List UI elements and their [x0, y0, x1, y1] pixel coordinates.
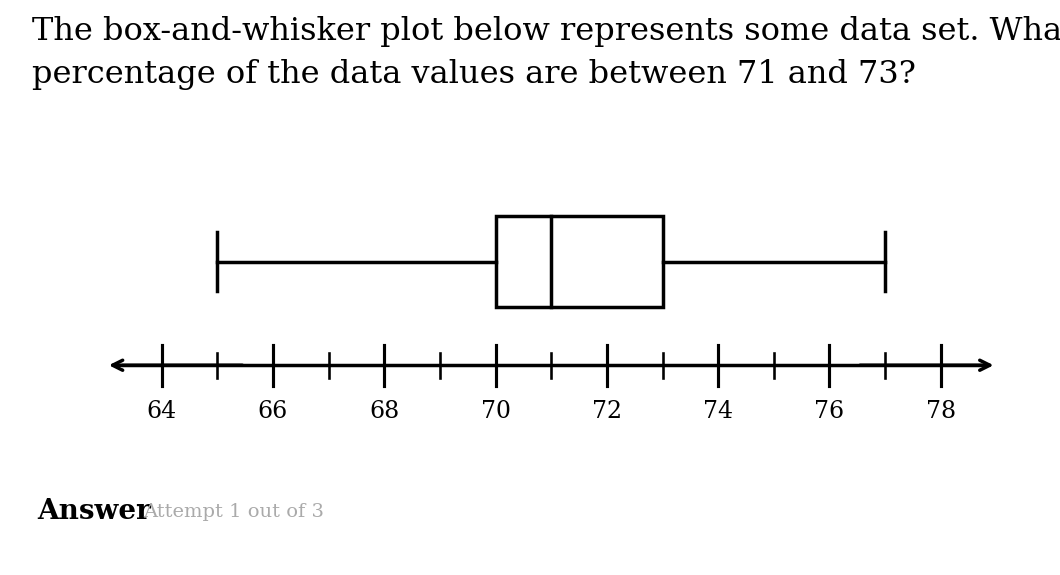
Text: 70: 70: [480, 400, 511, 423]
Text: 64: 64: [146, 400, 177, 423]
Text: Attempt 1 out of 3: Attempt 1 out of 3: [143, 503, 324, 521]
Text: 78: 78: [925, 400, 956, 423]
Text: 74: 74: [703, 400, 734, 423]
Text: 68: 68: [369, 400, 400, 423]
Bar: [496, 216, 662, 307]
Text: The box-and-whisker plot below represents some data set. What
percentage of the : The box-and-whisker plot below represent…: [32, 16, 1060, 90]
Text: Answer: Answer: [37, 499, 151, 525]
Text: 76: 76: [814, 400, 845, 423]
Text: 72: 72: [591, 400, 622, 423]
Text: 66: 66: [258, 400, 288, 423]
